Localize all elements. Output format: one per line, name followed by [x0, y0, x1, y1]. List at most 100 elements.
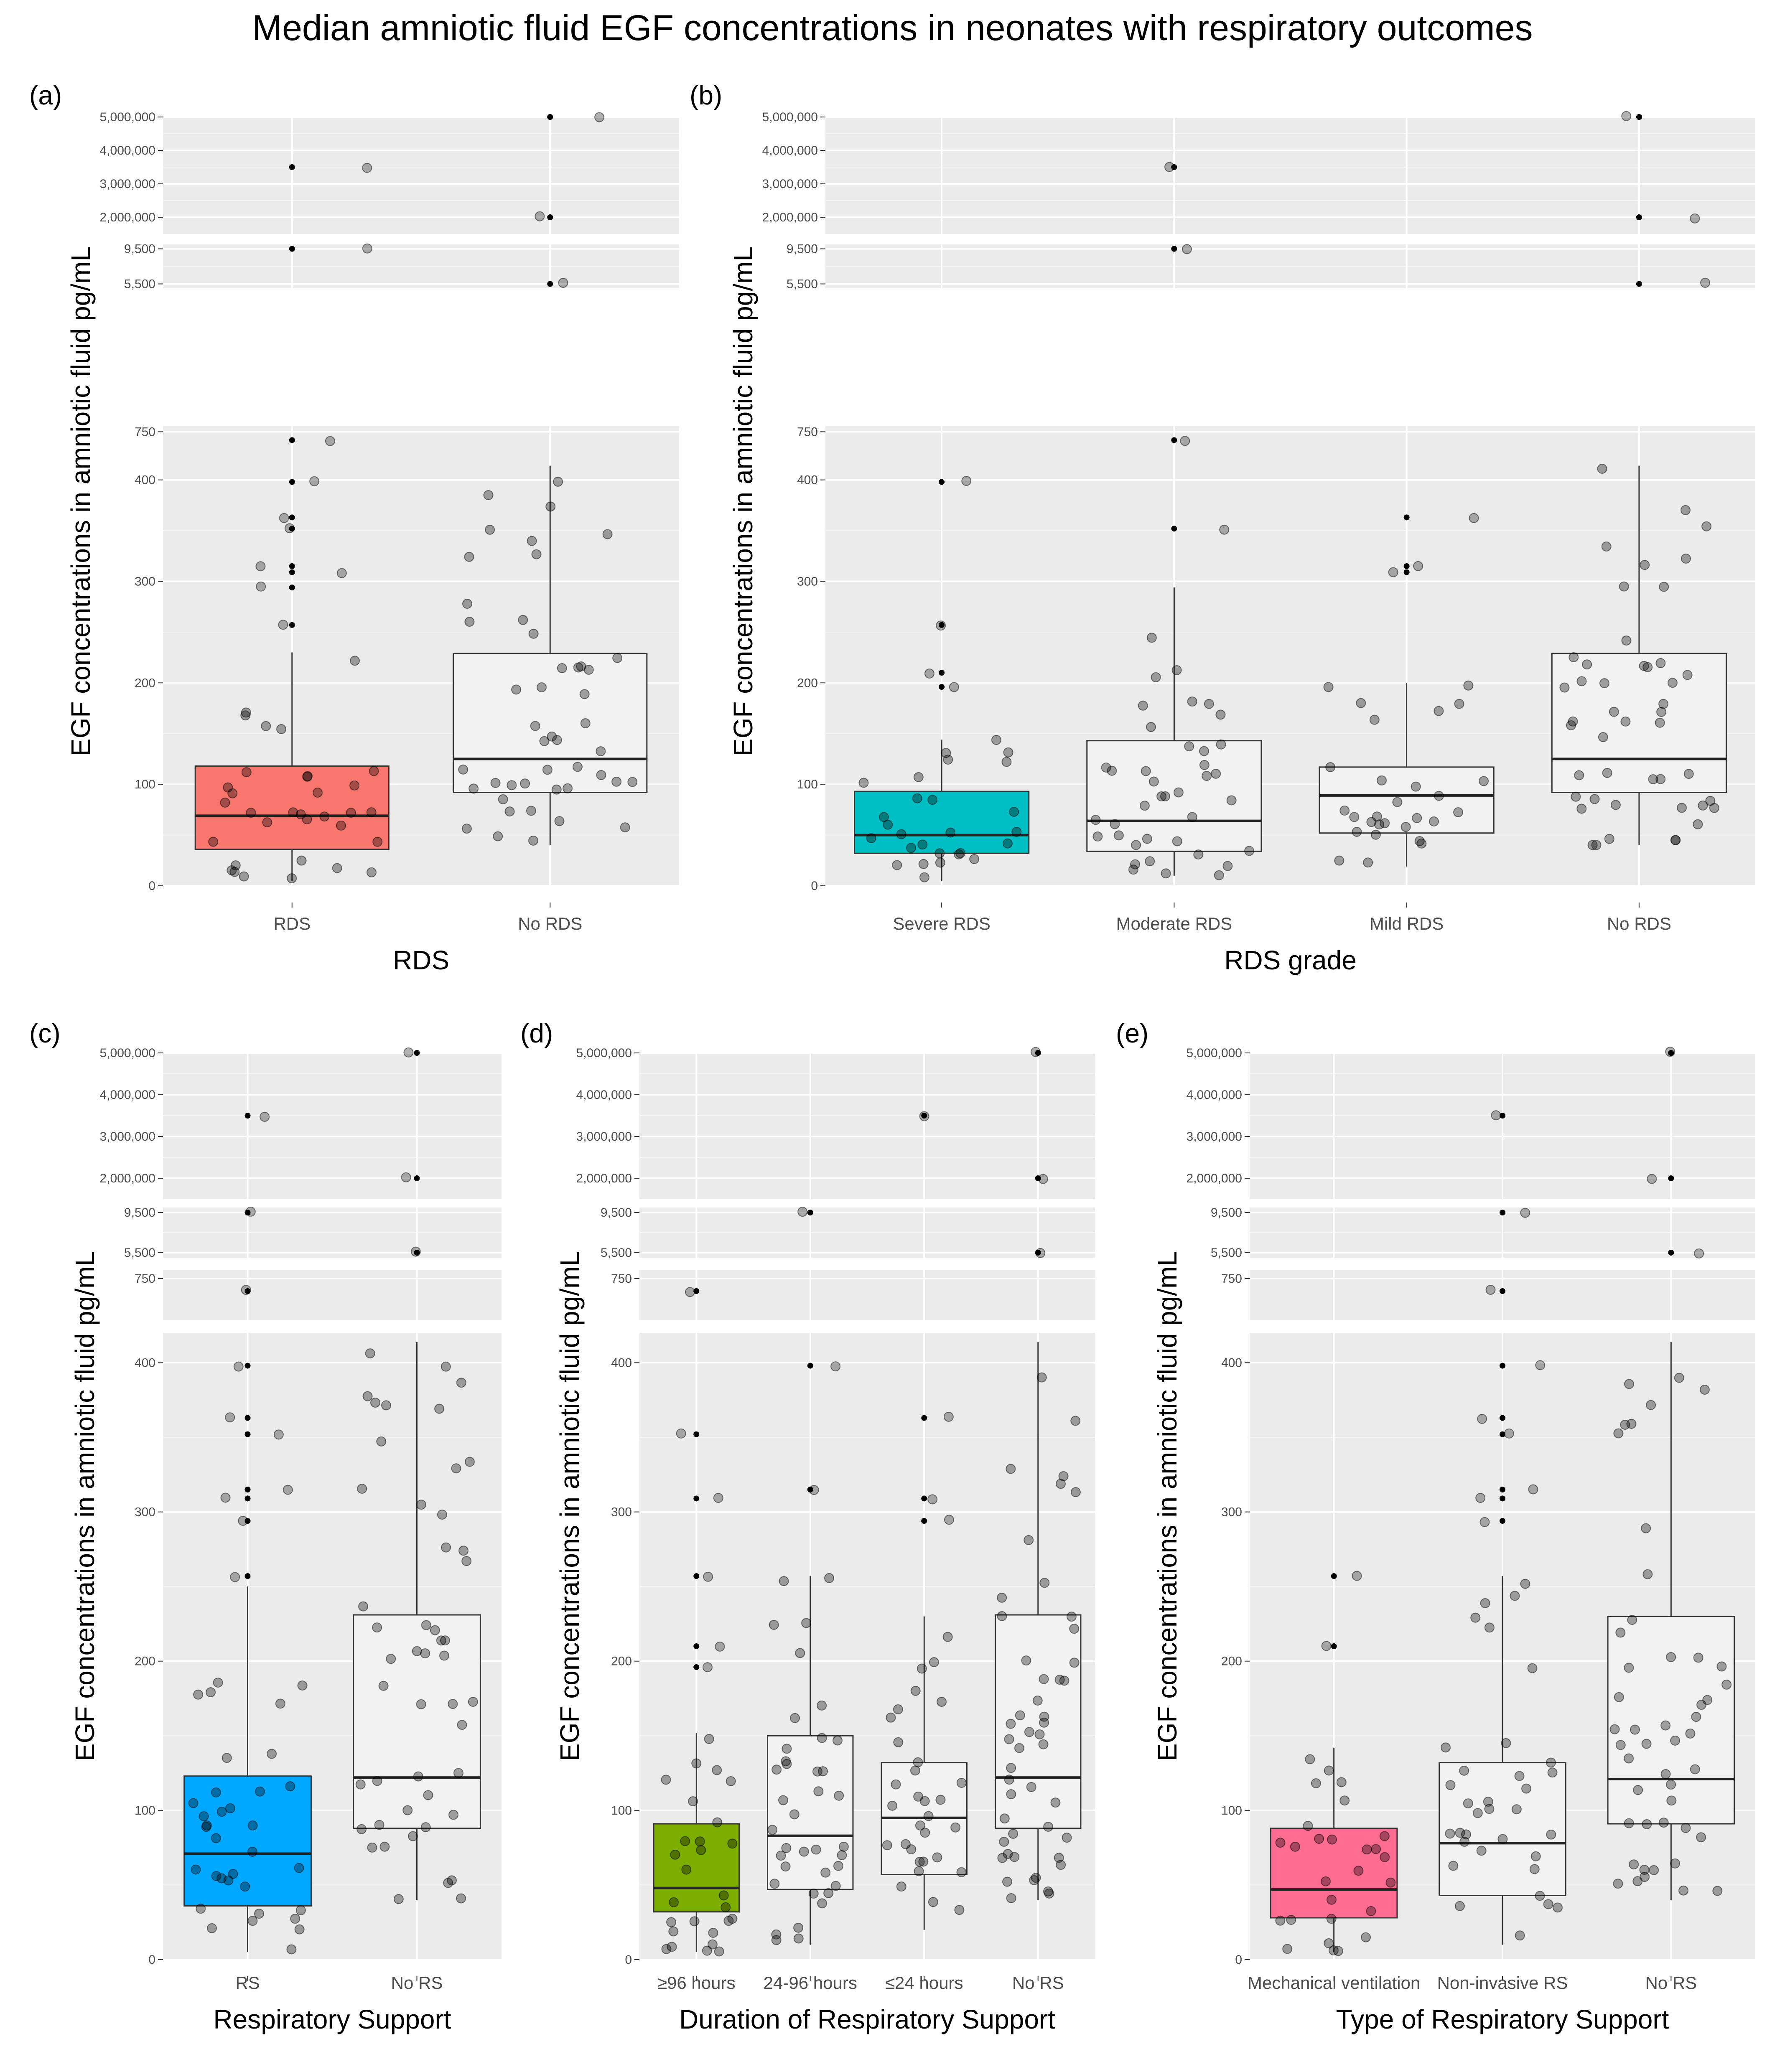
data-point [1199, 746, 1210, 756]
y-tick-label: 100 [1221, 1804, 1242, 1818]
data-point [416, 1500, 426, 1510]
outlier-point [921, 1495, 927, 1502]
data-point [918, 1856, 929, 1867]
data-point [929, 1657, 939, 1668]
jitter-point [944, 1515, 954, 1525]
data-point [288, 807, 298, 818]
data-point [1314, 1833, 1324, 1844]
panel-label: (e) [1116, 1018, 1148, 1048]
plot-background [163, 117, 679, 234]
y-tick-label: 300 [1221, 1505, 1242, 1519]
data-point [434, 1403, 445, 1414]
outlier-point [1500, 1431, 1505, 1437]
data-point [1479, 776, 1489, 786]
data-point [211, 1833, 221, 1843]
outlier-point [807, 1210, 813, 1215]
outlier-point [289, 479, 295, 485]
data-point [453, 1768, 464, 1778]
data-point [954, 849, 964, 859]
data-point [1670, 835, 1681, 845]
data-point [1604, 834, 1614, 844]
data-point [1459, 1765, 1469, 1776]
data-point [1639, 1865, 1650, 1875]
y-tick-label: 3,000,000 [576, 1130, 632, 1144]
outlier-point [289, 246, 295, 252]
data-point [1324, 1938, 1334, 1948]
data-point [1363, 857, 1373, 868]
data-point [216, 1807, 227, 1817]
data-point [1454, 1901, 1465, 1911]
data-point [1674, 1373, 1684, 1383]
data-point [557, 663, 567, 674]
data-point [1039, 1674, 1049, 1684]
data-point [772, 1764, 782, 1775]
jitter-point [830, 1361, 841, 1372]
jitter-point [1413, 561, 1423, 571]
data-point [227, 865, 237, 875]
box-3 [995, 1614, 1082, 1829]
data-point [920, 1828, 930, 1838]
data-point [493, 831, 503, 842]
data-point [892, 860, 902, 870]
data-point [1716, 1661, 1727, 1672]
outlier-point [244, 1415, 251, 1421]
data-point [1666, 1652, 1676, 1663]
data-point [1559, 682, 1570, 693]
data-point [1615, 1740, 1626, 1750]
data-point [518, 615, 528, 625]
y-tick-label: 3,000,000 [762, 177, 818, 191]
y-tick-label: 300 [611, 1505, 632, 1519]
x-tick-label: RDS [273, 914, 311, 933]
outlier-point [1668, 1050, 1674, 1056]
data-point [1441, 1742, 1451, 1753]
data-point [267, 1749, 277, 1759]
data-point [220, 797, 230, 808]
jitter-point [1352, 1571, 1362, 1581]
x-tick-label: Mechanical ventilation [1248, 1973, 1420, 1993]
data-point [1070, 1416, 1081, 1426]
y-tick-label: 2,000,000 [100, 1172, 155, 1185]
data-point [1648, 774, 1658, 785]
data-point [1131, 840, 1141, 850]
data-point [1677, 803, 1687, 813]
data-point [1461, 1829, 1471, 1840]
data-point [1666, 1795, 1677, 1806]
data-point [912, 793, 922, 803]
data-point [1472, 1808, 1483, 1818]
y-tick-label: 2,000,000 [576, 1172, 632, 1185]
jitter-point [1665, 1047, 1676, 1057]
data-point [393, 1894, 404, 1904]
data-point [707, 1939, 718, 1950]
y-tick-label: 300 [797, 575, 818, 588]
data-point [1172, 836, 1182, 847]
data-point [1366, 817, 1377, 827]
data-point [188, 1798, 199, 1808]
data-point [1204, 699, 1214, 709]
jitter-point [1491, 1110, 1501, 1121]
jitter-point [238, 1515, 248, 1526]
data-point [441, 1361, 451, 1372]
data-point [680, 1836, 690, 1846]
data-point [1721, 1679, 1732, 1690]
data-point [1380, 1852, 1390, 1862]
outlier-point [1171, 526, 1177, 532]
outlier-point [939, 670, 945, 676]
outlier-point [1403, 563, 1410, 569]
y-tick-label: 750 [1221, 1272, 1242, 1286]
data-point [1353, 1866, 1364, 1876]
data-point [1002, 838, 1013, 849]
data-point [1113, 830, 1124, 841]
data-point [213, 1678, 223, 1688]
data-point [1641, 1739, 1652, 1749]
data-point [552, 735, 562, 745]
data-point [1615, 1627, 1626, 1638]
outlier-point [693, 1664, 700, 1670]
data-point [448, 1810, 459, 1820]
data-point [661, 1944, 672, 1954]
data-point [917, 1663, 927, 1674]
data-point [696, 1845, 706, 1855]
data-point [246, 808, 256, 818]
data-point [1275, 1838, 1286, 1848]
jitter-point [1485, 1285, 1496, 1295]
data-point [771, 1935, 782, 1945]
